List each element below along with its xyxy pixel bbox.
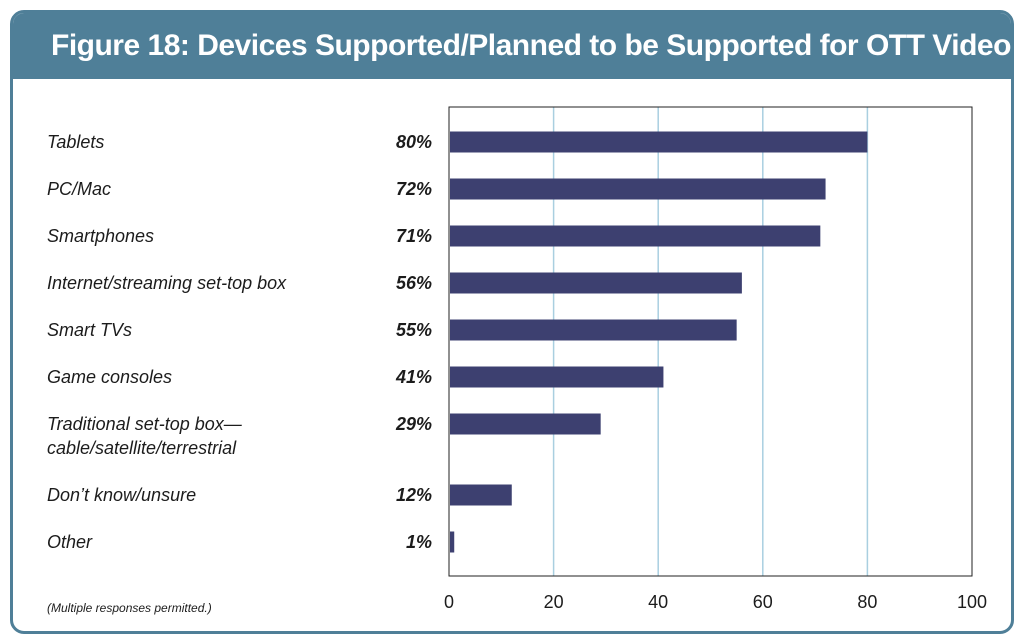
category-label-line: Don’t know/unsure <box>47 485 196 505</box>
value-label: 41% <box>395 367 432 387</box>
x-tick-label: 100 <box>957 592 987 612</box>
plot-area-border <box>448 106 973 577</box>
x-tick-label: 20 <box>544 592 564 612</box>
x-tick-label: 60 <box>753 592 773 612</box>
figure-title: Figure 18: Devices Supported/Planned to … <box>51 29 1011 62</box>
value-label: 29% <box>395 414 432 434</box>
bar <box>450 366 664 388</box>
category-label: Tablets <box>47 132 104 152</box>
figure-header: Figure 18: Devices Supported/Planned to … <box>13 13 1011 79</box>
value-label: 72% <box>396 179 432 199</box>
category-label-line: Tablets <box>47 132 104 152</box>
value-label: 55% <box>396 320 432 340</box>
bar <box>450 319 737 341</box>
category-label: Internet/streaming set-top box <box>47 273 287 293</box>
category-label-line: Internet/streaming set-top box <box>47 273 287 293</box>
value-label: 71% <box>396 226 432 246</box>
category-label-line: cable/satellite/terrestrial <box>47 438 237 458</box>
category-label: Game consoles <box>47 367 172 387</box>
category-label-line: Other <box>47 532 93 552</box>
x-tick-label: 80 <box>857 592 877 612</box>
bar <box>450 131 868 153</box>
category-label: Don’t know/unsure <box>47 485 196 505</box>
category-label: Smart TVs <box>47 320 132 340</box>
bar <box>450 272 742 294</box>
category-label-line: Smart TVs <box>47 320 132 340</box>
bars-layer <box>450 131 868 553</box>
labels-layer: Tablets 80% PC/Mac 72% Smartphones 71% Interne… <box>47 132 432 552</box>
figure-frame: Figure 18: Devices Supported/Planned to … <box>10 10 1014 634</box>
category-label-line: Smartphones <box>47 226 154 246</box>
category-label: Other <box>47 532 93 552</box>
category-label: Traditional set-top box— cable/satellite/… <box>47 414 243 458</box>
value-label: 1% <box>406 532 432 552</box>
value-label: 12% <box>396 485 432 505</box>
bar <box>450 531 455 553</box>
bar <box>450 413 601 435</box>
x-axis-ticks: 0 20 40 60 80 100 <box>444 592 987 612</box>
grid-layer <box>552 107 869 576</box>
category-label-line: Traditional set-top box— <box>47 414 243 434</box>
category-label-line: Game consoles <box>47 367 172 387</box>
x-tick-label: 0 <box>444 592 454 612</box>
value-label: 56% <box>396 273 432 293</box>
category-label: Smartphones <box>47 226 154 246</box>
bar <box>450 178 826 200</box>
category-label: PC/Mac <box>47 179 111 199</box>
value-label: 80% <box>396 132 432 152</box>
x-tick-label: 40 <box>648 592 668 612</box>
bar <box>450 484 512 506</box>
footnote: (Multiple responses permitted.) <box>47 601 212 615</box>
category-label-line: PC/Mac <box>47 179 111 199</box>
bar <box>450 225 821 247</box>
